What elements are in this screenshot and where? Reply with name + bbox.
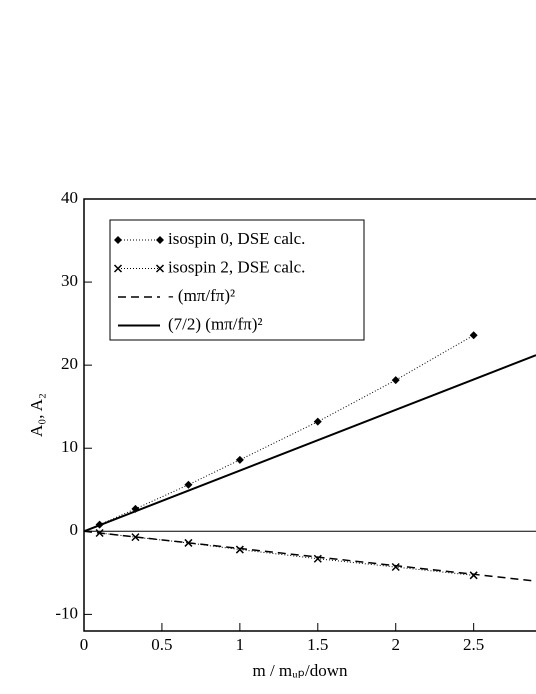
x-tick-label: 1.5	[307, 635, 328, 654]
x-tick-label: 0	[80, 635, 89, 654]
marker	[313, 554, 322, 563]
legend-box	[109, 219, 365, 341]
marker	[391, 376, 400, 385]
marker	[469, 571, 478, 580]
x-axis-label: m / mᵤₚ/down	[252, 661, 348, 680]
plot-frame	[83, 198, 536, 632]
marker	[184, 480, 193, 489]
marker	[156, 236, 164, 244]
marker	[235, 545, 244, 554]
y-axis-label: A₀, A₂	[27, 393, 46, 437]
marker	[235, 455, 244, 464]
series-line	[83, 530, 536, 582]
x-tick-label: 1	[236, 635, 245, 654]
series-line	[99, 334, 474, 526]
legend-label: isospin 2, DSE calc.	[168, 257, 305, 276]
marker	[313, 417, 322, 426]
y-tick-label: 40	[61, 188, 78, 207]
y-tick-label: 20	[61, 354, 78, 373]
y-tick-label: 0	[70, 520, 79, 539]
legend-label: - (mπ/fπ)²	[168, 286, 235, 305]
marker	[469, 331, 478, 340]
marker	[131, 504, 140, 513]
marker	[131, 533, 140, 542]
legend-label: (7/2) (mπ/fπ)²	[168, 314, 263, 333]
y-tick-label: 30	[61, 271, 78, 290]
marker	[113, 264, 123, 273]
x-tick-label: 2.5	[463, 635, 484, 654]
legend-label: isospin 0, DSE calc.	[168, 229, 305, 248]
x-tick-label: 0.5	[151, 635, 172, 654]
y-tick-label: -10	[55, 603, 78, 622]
x-tick-label: 2	[391, 635, 400, 654]
marker	[391, 563, 400, 572]
series-line	[83, 354, 536, 533]
marker	[155, 264, 165, 273]
y-tick-label: 10	[61, 437, 78, 456]
marker	[114, 236, 122, 244]
